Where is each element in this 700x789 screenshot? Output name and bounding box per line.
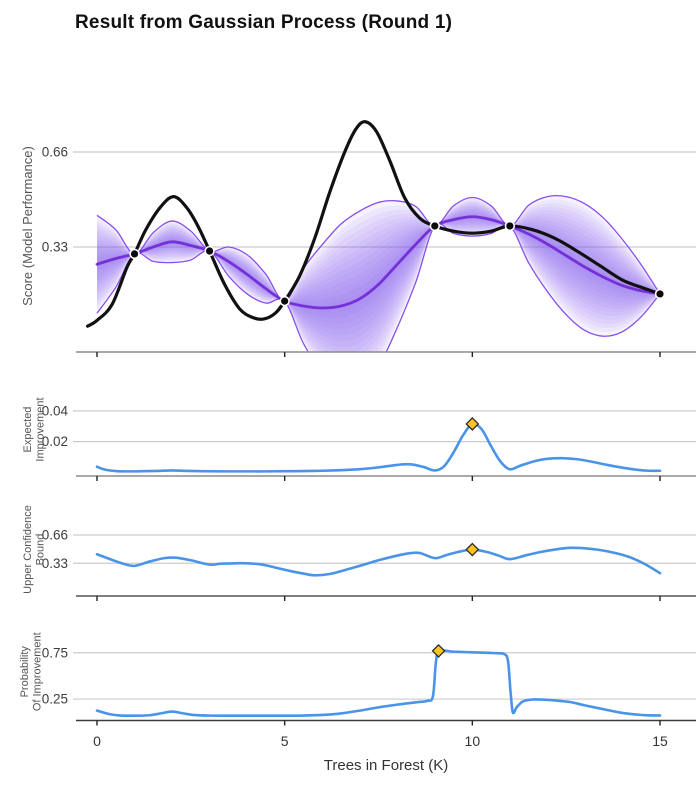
uncertainty-band — [97, 201, 660, 352]
observation-dot — [279, 295, 290, 307]
uncertainty-band — [97, 200, 660, 352]
y-axis-title-text: Bound — [35, 534, 47, 566]
uncertainty-band — [97, 209, 660, 336]
y-tick-label: 0.33 — [42, 239, 68, 254]
y-axis-title-text: Of Improvement — [32, 632, 44, 711]
y-axis-title-text: Upper Confidence — [22, 505, 34, 594]
x-tick-label: 5 — [281, 733, 289, 749]
y-axis-title: Probability Of Improvement — [19, 632, 44, 711]
uncertainty-band — [97, 211, 660, 330]
observation-dot — [204, 245, 215, 257]
gp-mean-curve — [95, 215, 662, 310]
true-function-curve — [86, 120, 662, 328]
y-tick-label: 0.25 — [42, 692, 68, 707]
observation-dot — [504, 220, 516, 232]
y-axis-title-text: Expected — [22, 407, 34, 453]
best-point-diamond — [431, 643, 446, 658]
y-tick-label: 0.66 — [42, 527, 68, 542]
observation-dot — [654, 288, 666, 300]
acquisition-curve-ei — [95, 422, 662, 473]
x-axis-title: Trees in Forest (K) — [324, 757, 448, 774]
uncertainty-band — [97, 195, 660, 352]
y-tick-label: 0.66 — [42, 144, 68, 159]
y-tick-label: 0.33 — [42, 556, 68, 571]
x-axis-labels: 0 5 10 15 Trees in Forest (K) — [93, 733, 668, 774]
gp-panel: 0.66 0.33 Score (Model Performance) — [20, 120, 696, 357]
y-tick-label: 0.75 — [42, 645, 68, 660]
gp-plot-area — [86, 120, 662, 352]
acquisition-curve-ucb — [95, 546, 662, 577]
chart-title: Result from Gaussian Process (Round 1) — [75, 12, 453, 33]
uncertainty-band — [97, 202, 660, 352]
y-axis-title: Expected Improvement — [22, 397, 47, 461]
x-tick-label: 0 — [93, 733, 101, 749]
uncertainty-band — [97, 198, 660, 352]
y-tick-label: 0.04 — [42, 403, 69, 418]
uncertainty-band — [97, 207, 660, 348]
upper-envelope-curve — [96, 194, 661, 302]
lower-envelope-curve — [96, 222, 661, 352]
x-tick-label: 15 — [652, 733, 668, 749]
observation-dot — [429, 220, 440, 232]
best-point-diamond — [465, 542, 480, 557]
acquisition-curve-pi — [95, 648, 662, 718]
y-axis-title-text: Probability — [19, 646, 31, 698]
y-axis-title-text: Score (Model Performance) — [20, 146, 35, 306]
y-tick-label: 0.02 — [42, 434, 68, 449]
y-axis-title: Upper Confidence Bound — [22, 505, 47, 594]
observation-dot — [129, 248, 140, 260]
uncertainty-band — [97, 204, 660, 352]
uncertainty-band — [97, 212, 660, 324]
x-tick-label: 10 — [465, 733, 481, 749]
y-axis-title: Score (Model Performance) — [20, 146, 35, 306]
uncertainty-band — [97, 205, 660, 352]
y-axis-title-text: Improvement — [35, 397, 47, 461]
uncertainty-band — [97, 208, 660, 342]
best-point-diamond — [465, 417, 480, 431]
